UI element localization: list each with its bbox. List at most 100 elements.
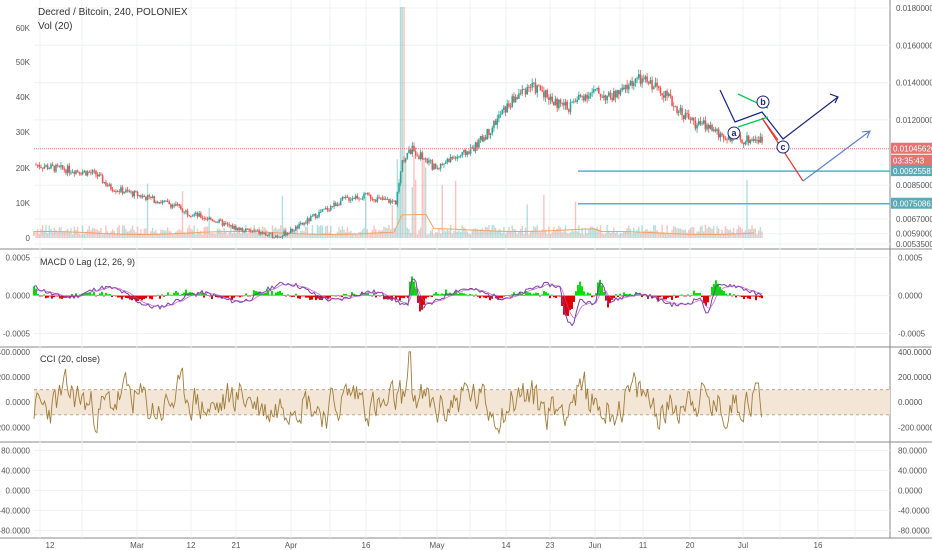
candle-body	[70, 172, 72, 174]
macd-histogram-bar	[179, 294, 181, 296]
macd-histogram-bar	[267, 289, 269, 296]
candle-body	[193, 214, 195, 216]
volume-bar	[138, 233, 140, 238]
price-tag-level-1: 0.00925587	[893, 167, 932, 176]
candle-body	[230, 225, 232, 227]
macd-histogram-bar	[253, 290, 255, 296]
macd-histogram-bar	[171, 295, 173, 297]
candle-body	[414, 151, 417, 156]
volume-bar	[198, 232, 200, 238]
candle-body	[421, 152, 424, 159]
macd-histogram-bar	[205, 293, 207, 296]
volume-bar	[215, 233, 217, 238]
candle-body	[603, 95, 605, 98]
macd-histogram-bar	[87, 292, 89, 296]
candle-body	[170, 204, 172, 208]
candle-body	[111, 189, 114, 192]
macd-histogram-bar	[137, 295, 139, 301]
macd-histogram-bar	[57, 295, 59, 297]
macd-histogram-bar	[51, 295, 53, 299]
volume-bar	[438, 228, 440, 238]
candle-body	[333, 202, 335, 207]
candle-body	[363, 193, 365, 199]
candle-body	[709, 125, 712, 129]
candle-body	[276, 235, 279, 237]
volume-bar	[181, 191, 184, 238]
candle-body	[496, 118, 499, 125]
candle-body	[506, 103, 509, 113]
volume-bar	[608, 230, 610, 238]
candle-body	[41, 167, 44, 169]
macd-histogram-bar	[611, 295, 613, 300]
volume-bar	[105, 225, 107, 238]
macd-histogram-bar	[567, 295, 569, 316]
candle-body	[573, 101, 575, 103]
candle-body	[153, 196, 156, 203]
volume-bar	[618, 234, 620, 238]
candle-body	[95, 170, 97, 175]
candle-body	[558, 99, 560, 109]
candle-body	[404, 158, 407, 162]
volume-bar	[404, 158, 407, 238]
volume-bar	[65, 230, 67, 238]
volume-bar	[468, 233, 470, 238]
candle-body	[268, 233, 270, 236]
candle-body	[278, 236, 280, 238]
macd-histogram-bar	[661, 295, 663, 297]
macd-histogram-bar	[53, 295, 55, 298]
volume-bar	[428, 233, 430, 238]
volume-tick-label: 50K	[16, 58, 31, 67]
candle-body	[314, 213, 317, 218]
volume-bar	[391, 205, 394, 238]
volume-bar	[68, 232, 71, 238]
volume-bar	[386, 228, 389, 238]
cci-tick-right: 0.0000	[898, 398, 923, 407]
candle-body	[388, 198, 390, 203]
candle-body	[608, 92, 610, 96]
candle-body	[622, 87, 625, 90]
volume-bar	[280, 225, 282, 238]
macd-histogram-bar	[381, 295, 383, 296]
candle-body	[106, 185, 109, 187]
macd-histogram-bar	[645, 295, 647, 297]
target-line	[802, 130, 871, 182]
macd-histogram-bar	[237, 295, 239, 297]
candle-body	[358, 198, 360, 200]
candle-body	[716, 129, 718, 132]
candle-body	[727, 135, 730, 140]
candle-body	[524, 89, 527, 95]
volume-bar	[441, 185, 443, 238]
macd-histogram-bar	[627, 294, 629, 296]
macd-histogram-bar	[45, 295, 47, 299]
volume-bar	[325, 225, 327, 238]
volume-bar	[518, 231, 520, 238]
candle-body	[326, 207, 329, 211]
macd-histogram-bar	[761, 295, 763, 299]
candle-body	[409, 149, 412, 154]
macd-histogram-bar	[105, 292, 107, 296]
macd-histogram-bar	[551, 294, 553, 296]
macd-histogram-bar	[701, 295, 703, 297]
candle-body	[677, 111, 680, 113]
volume-bar	[711, 228, 713, 238]
macd-histogram-bar	[317, 295, 319, 299]
volume-bar	[737, 225, 740, 238]
volume-bar	[379, 230, 382, 238]
macd-histogram-bar	[153, 295, 155, 297]
macd-tick-right: -0.0005	[898, 330, 926, 339]
candle-body	[503, 106, 505, 111]
volume-bar	[55, 229, 57, 238]
macd-histogram-bar	[623, 292, 625, 296]
volume-bar	[644, 229, 647, 238]
candle-body	[632, 82, 635, 86]
macd-histogram-bar	[397, 295, 399, 298]
candle-body	[704, 120, 707, 130]
volume-bar	[508, 226, 510, 238]
volume-bar	[636, 229, 638, 238]
candle-body	[151, 196, 154, 199]
volume-bar	[40, 229, 42, 238]
volume-bar	[175, 231, 177, 238]
candle-body	[469, 147, 472, 154]
candle-body	[338, 204, 340, 206]
